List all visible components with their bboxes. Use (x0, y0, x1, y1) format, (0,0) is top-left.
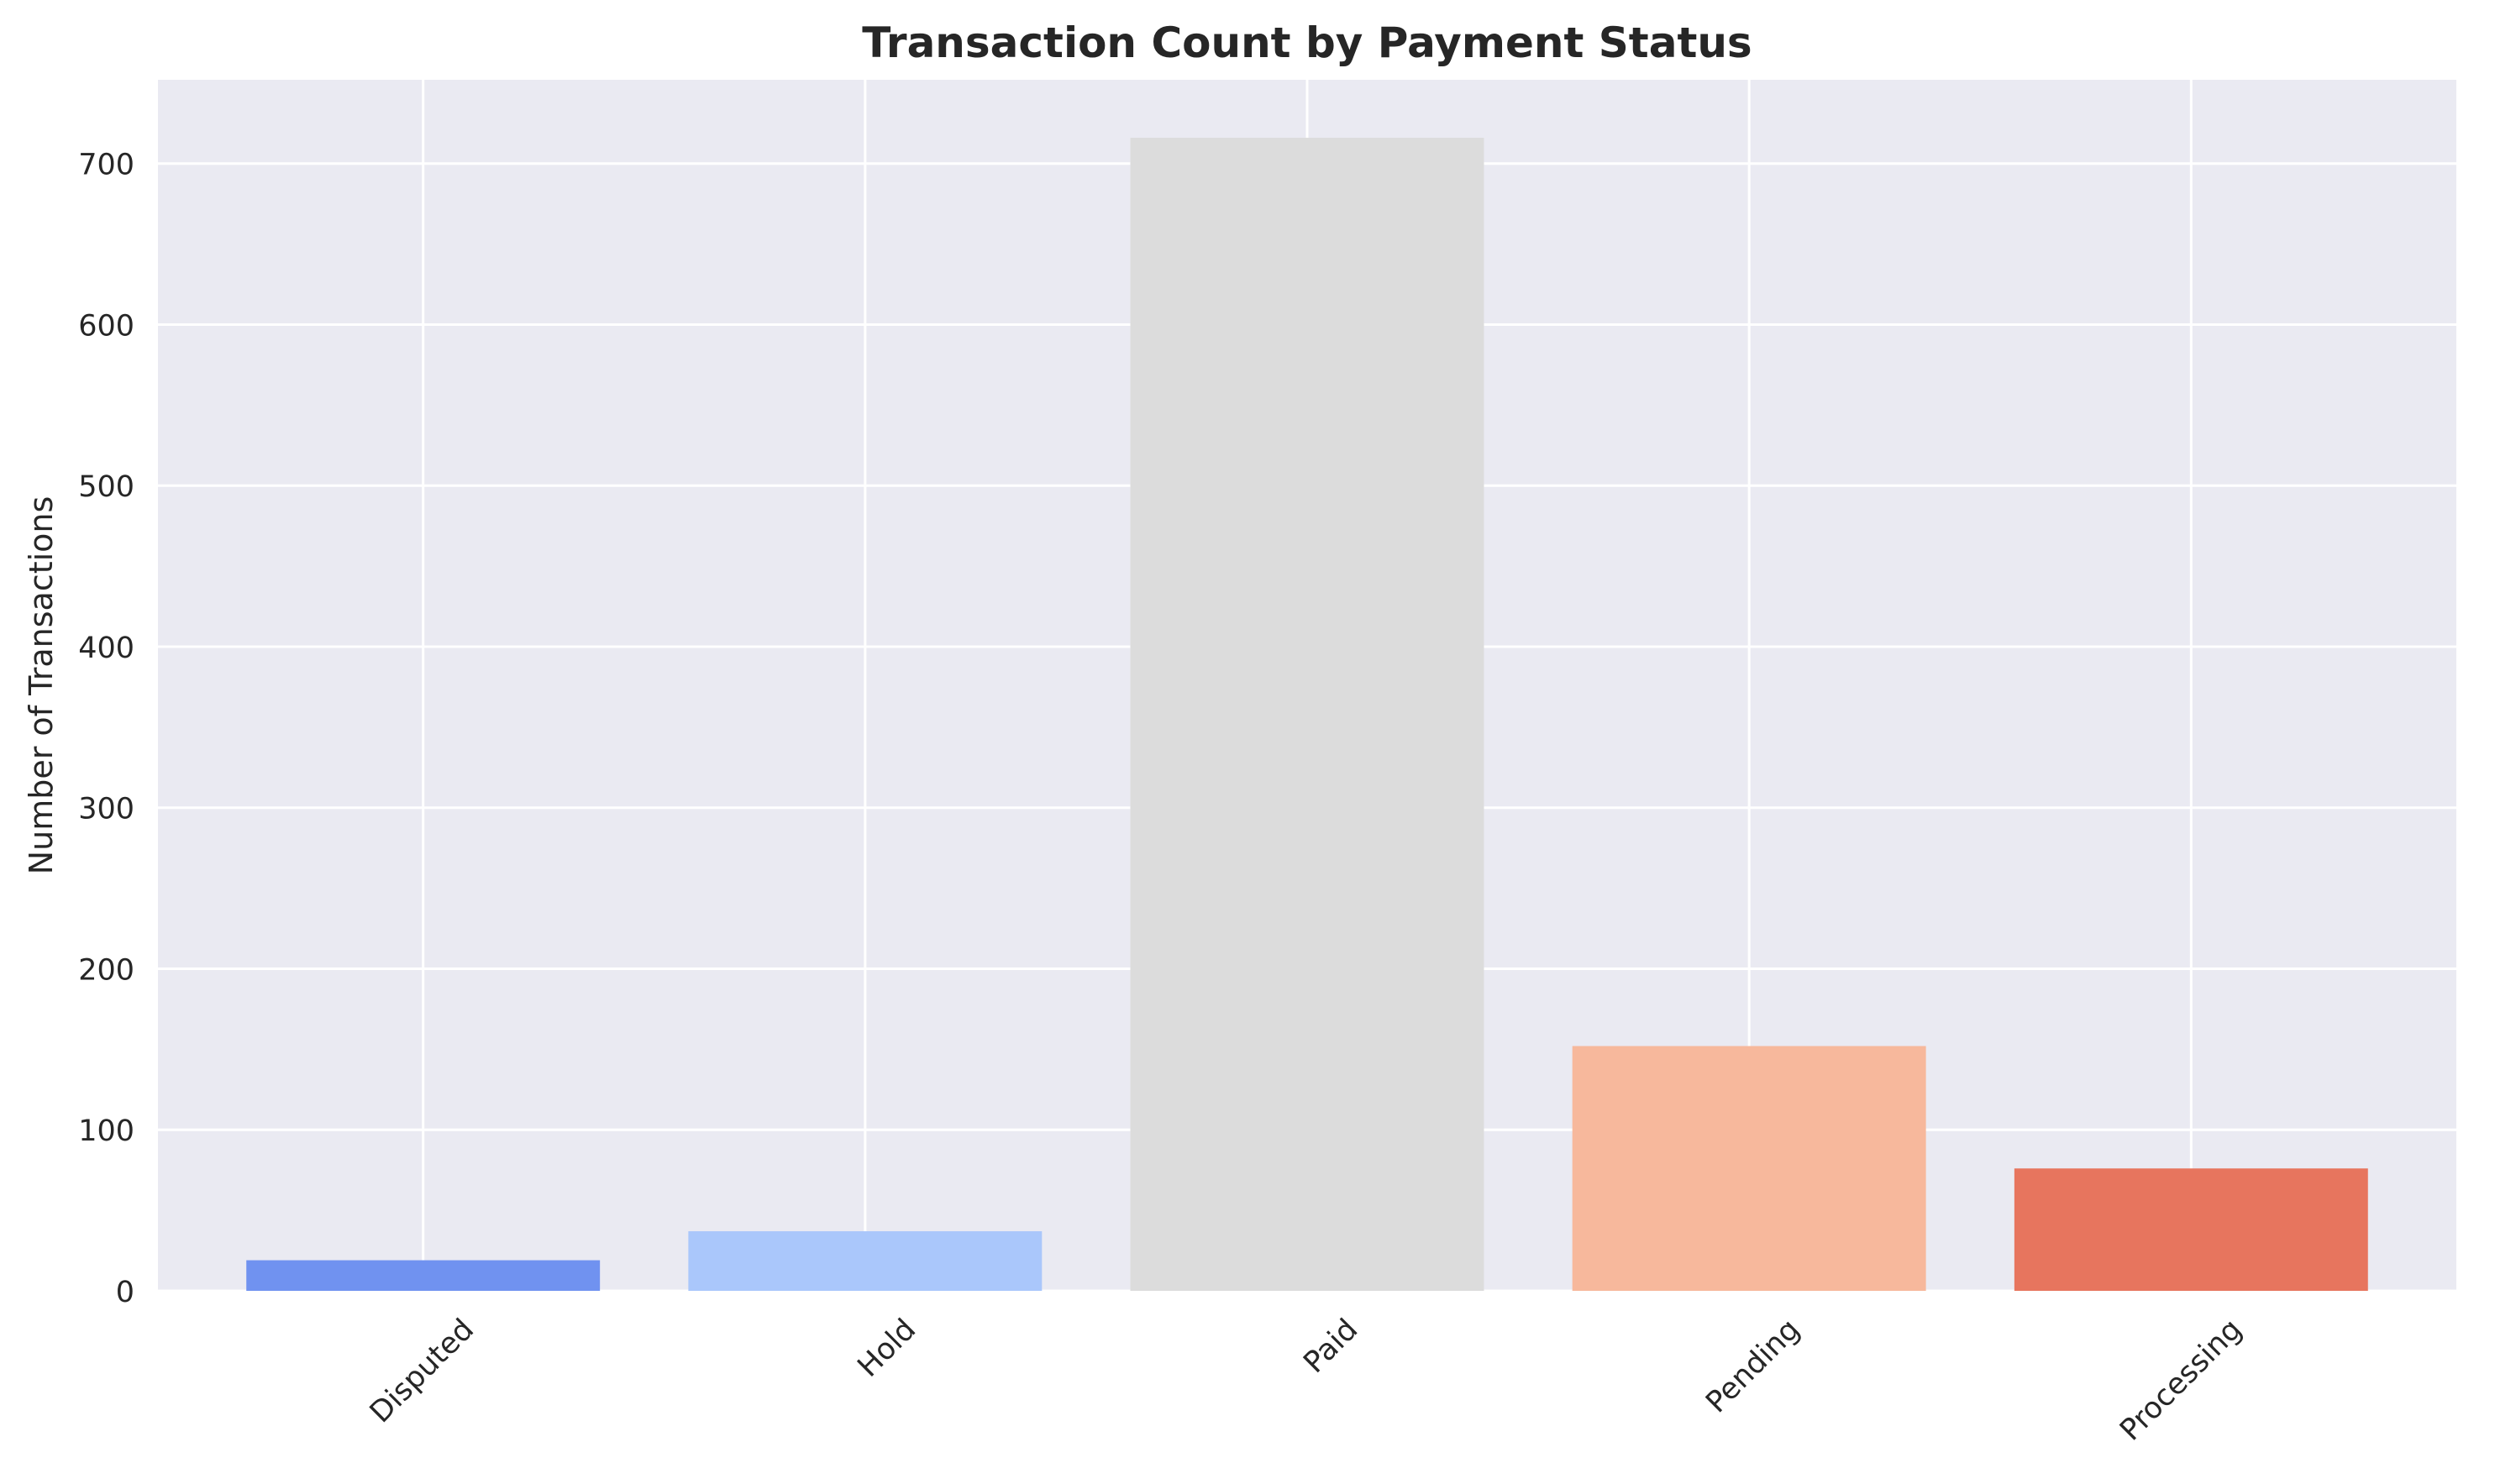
y-tick-labels: 0 100 200 300 400 500 600 700 (78, 149, 134, 1309)
x-tick-label: Processing (2114, 1313, 2248, 1447)
y-tick-label: 600 (78, 309, 134, 343)
x-tick-label: Hold (852, 1313, 923, 1384)
x-tick-label: Disputed (364, 1313, 481, 1429)
x-tick-label: Pending (1699, 1313, 1806, 1419)
bar-hold (688, 1231, 1043, 1291)
bars (246, 138, 2368, 1291)
y-tick-label: 100 (78, 1114, 134, 1148)
bar-pending (1572, 1046, 1926, 1291)
y-tick-label: 500 (78, 470, 134, 504)
y-tick-label: 200 (78, 953, 134, 987)
y-tick-label: 0 (116, 1276, 134, 1309)
chart-title: Transaction Count by Payment Status (862, 18, 1752, 67)
y-axis-title: Number of Transactions (23, 496, 60, 875)
y-tick-label: 400 (78, 632, 134, 665)
y-tick-label: 700 (78, 149, 134, 182)
bar-disputed (246, 1260, 601, 1291)
y-tick-label: 300 (78, 793, 134, 826)
bar-processing (2014, 1168, 2368, 1291)
x-tick-labels: Disputed Hold Paid Pending Processing (364, 1313, 2249, 1447)
x-tick-label: Paid (1298, 1313, 1365, 1380)
bar-paid (1130, 138, 1484, 1291)
